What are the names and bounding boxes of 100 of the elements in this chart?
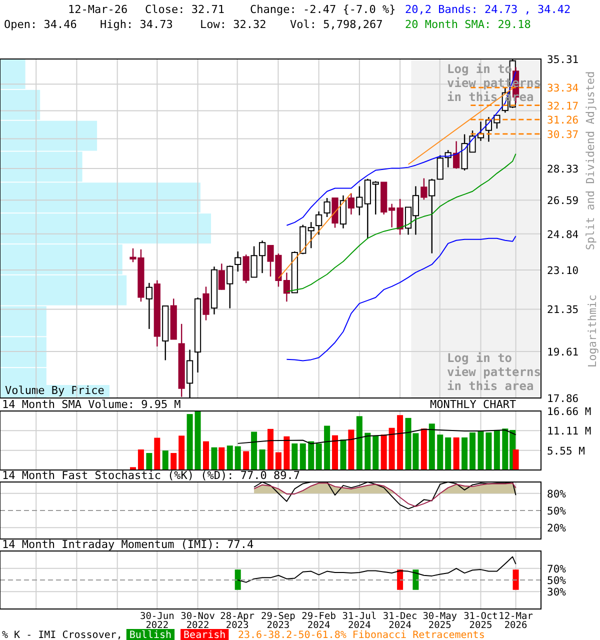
bar xyxy=(453,437,460,470)
y-tick-label: 19.61 xyxy=(547,346,579,359)
bar xyxy=(356,416,362,470)
bar xyxy=(486,432,492,470)
candlestick xyxy=(453,140,460,170)
x-tick-label: 30-Nov 2022 xyxy=(180,611,216,631)
legend-title: % K - IMI Crossover, xyxy=(2,630,122,640)
annotation: Log in to view patterns in this area xyxy=(447,351,541,393)
y-tick-label: 16.66 M xyxy=(547,406,592,418)
bar xyxy=(372,436,379,470)
y-tick-label: 26.59 xyxy=(547,195,579,208)
bar xyxy=(202,441,209,470)
bar xyxy=(478,431,484,470)
bar xyxy=(138,449,144,470)
bar xyxy=(470,432,476,470)
annotation: MONTHLY CHART xyxy=(430,398,516,411)
bar xyxy=(275,452,282,470)
y-tick-label: 50% xyxy=(547,506,567,518)
bar xyxy=(268,428,274,470)
y-tick-label: 21.35 xyxy=(547,304,579,316)
candlestick xyxy=(226,264,234,309)
ref-line-label: 33.34 xyxy=(547,82,579,95)
bar xyxy=(251,432,258,470)
bar xyxy=(512,449,519,470)
bar xyxy=(397,415,404,470)
bar xyxy=(218,447,225,470)
line-series xyxy=(237,428,516,444)
y-tick-label: 5.55 M xyxy=(547,445,585,458)
bar xyxy=(300,443,306,470)
candlestick xyxy=(420,178,428,200)
candlestick xyxy=(316,210,322,236)
line-series xyxy=(237,556,516,583)
bar xyxy=(437,434,444,470)
candlestick xyxy=(348,192,354,216)
bar xyxy=(186,414,193,470)
text: Bullish xyxy=(129,630,172,640)
candlestick xyxy=(340,194,347,229)
chart-title: 14 Month Intraday Momentum (IMI): 77.4 xyxy=(2,538,254,551)
bar xyxy=(154,438,160,470)
text: Low: 32.32 xyxy=(200,18,266,31)
candlestick xyxy=(202,286,210,321)
x-tick-label: 29-Sep 2023 xyxy=(261,611,296,631)
bar xyxy=(292,443,298,470)
ref-line-label: 31.26 xyxy=(547,114,579,127)
candlestick xyxy=(324,197,330,218)
y-tick-label: 11.11 M xyxy=(547,426,592,438)
y-tick-label: 80% xyxy=(547,488,567,500)
bar xyxy=(364,432,371,470)
text: High: 34.73 xyxy=(100,18,173,31)
bar xyxy=(284,436,290,470)
y-tick-label: 20% xyxy=(547,522,567,535)
y-tick-label: 23.10 xyxy=(547,265,579,278)
x-tick-label: 28-Apr 2023 xyxy=(220,611,255,631)
bar xyxy=(243,451,250,470)
bar xyxy=(146,453,152,470)
text: Volume By Price xyxy=(5,384,104,397)
text: Open: 34.46 xyxy=(4,18,77,31)
bar xyxy=(194,411,201,470)
text: 12-Mar-26 xyxy=(68,3,128,16)
candlestick xyxy=(428,178,436,254)
text: 23.6-38.2-50-61.8% Fibonacci Retracements xyxy=(238,630,485,640)
bar xyxy=(178,436,185,470)
bar xyxy=(340,440,346,470)
y-tick-label: 50% xyxy=(547,575,567,587)
x-tick-label: 30-Jun 2022 xyxy=(140,611,174,631)
y-axis-title: Split and Dividend Adjusted xyxy=(584,71,597,250)
bar xyxy=(226,446,233,470)
text: Vol: 5,798,267 xyxy=(290,18,383,31)
y-tick-label: 30% xyxy=(547,586,567,599)
y-tick-label: 35.31 xyxy=(547,54,579,66)
bar xyxy=(388,428,395,470)
x-tick-label: 31-Dec 2024 xyxy=(382,611,418,631)
text: Bearish xyxy=(184,630,226,640)
bar xyxy=(420,428,427,470)
bar xyxy=(308,441,314,470)
bar xyxy=(380,434,387,470)
candlestick xyxy=(234,250,242,272)
bar xyxy=(234,446,241,470)
x-tick-label: 12-Mar 2026 xyxy=(498,611,534,631)
x-tick-label: 31-Oct 2025 xyxy=(464,611,498,631)
text: Change: -2.47 {-7.0 %} xyxy=(250,3,396,16)
bar xyxy=(162,450,168,470)
x-tick-label: 30-May 2025 xyxy=(422,611,458,631)
bar xyxy=(348,430,354,470)
bar xyxy=(259,449,266,470)
text: 20,2 Bands: 24.73 , 34.42 xyxy=(405,3,571,16)
bar xyxy=(170,453,177,470)
candlestick xyxy=(308,221,314,249)
y-tick-label: 24.84 xyxy=(547,228,579,241)
candlestick xyxy=(356,186,363,216)
candlestick xyxy=(218,263,225,290)
bar xyxy=(211,447,218,470)
bar xyxy=(445,437,452,470)
ref-line-label: 32.17 xyxy=(547,100,579,112)
candlestick xyxy=(146,282,152,330)
bar xyxy=(494,430,500,470)
text: 20 Month SMA: 29.18 xyxy=(405,18,531,31)
bar xyxy=(462,437,468,470)
text: Close: 32.71 xyxy=(145,3,224,16)
text: Logarithmic xyxy=(586,294,599,368)
